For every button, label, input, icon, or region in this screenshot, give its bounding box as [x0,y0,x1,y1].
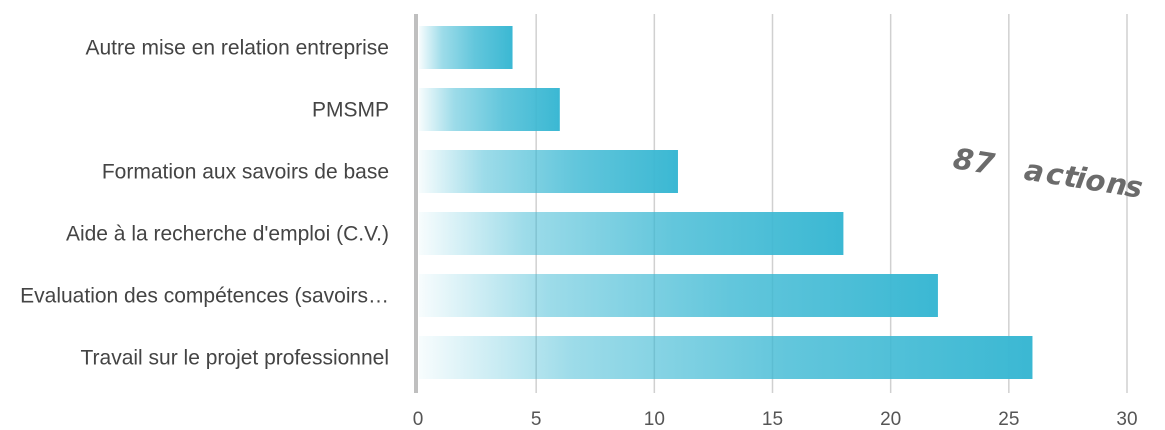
bar-3 [419,212,844,255]
category-label-1: PMSMP [312,99,389,122]
category-label-4: Evaluation des compétences (savoirs… [20,285,389,308]
x-tick-label-0: 0 [413,409,424,430]
bars [419,26,1033,379]
category-label-3: Aide à la recherche d'emploi (C.V.) [66,223,389,246]
x-tick-label-15: 15 [762,409,783,430]
bar-2 [419,150,678,193]
x-tick-label-5: 5 [531,409,542,430]
annotation-text: 87 actions [951,141,1145,205]
x-tick-label-20: 20 [880,409,901,430]
x-tick-label-25: 25 [998,409,1019,430]
bar-4 [419,274,938,317]
gridlines [535,14,1128,393]
x-tick-labels: 0 5 10 15 20 25 30 [413,409,1138,430]
x-tick-label-10: 10 [644,409,665,430]
bar-1 [419,88,560,131]
category-labels: Autre mise en relation entreprise PMSMP Fo… [20,37,389,370]
category-label-0: Autre mise en relation entreprise [86,37,390,60]
category-label-5: Travail sur le projet professionnel [80,347,389,370]
bar-0 [419,26,513,69]
x-tick-label-30: 30 [1116,409,1137,430]
bar-5 [419,336,1033,379]
category-label-2: Formation aux savoirs de base [102,161,389,184]
